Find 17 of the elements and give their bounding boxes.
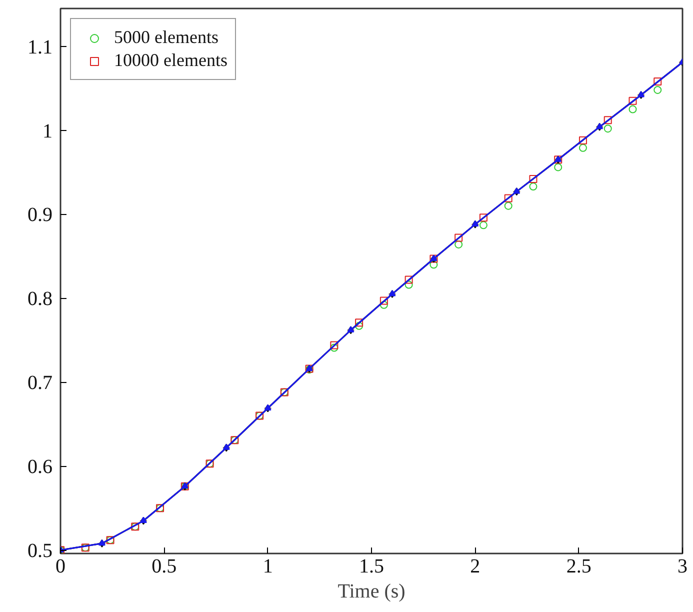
- x-tick-label: 2.5: [566, 556, 592, 578]
- y-tick-label: 1: [42, 120, 52, 142]
- x-tick-label: 3: [678, 556, 688, 578]
- y-tick-label: 0.6: [28, 456, 52, 478]
- y-tick-label: 0.7: [28, 372, 52, 394]
- x-tick-label: 1: [262, 556, 273, 578]
- x-tick-label: 0: [56, 556, 66, 578]
- legend-label: 5000 elements: [114, 27, 218, 48]
- x-tick-label: 0.5: [152, 556, 177, 578]
- x-tick-label: 2: [470, 556, 480, 578]
- y-tick-label: 0.8: [28, 288, 52, 310]
- x-tick-label: 1.5: [359, 556, 384, 578]
- y-tick-label: 0.5: [28, 540, 52, 562]
- x-axis-title: Time (s): [338, 580, 406, 602]
- y-tick-label: 0.9: [28, 204, 52, 226]
- y-tick-label: 1.1: [28, 36, 52, 58]
- legend-label: 10000 elements: [114, 50, 228, 71]
